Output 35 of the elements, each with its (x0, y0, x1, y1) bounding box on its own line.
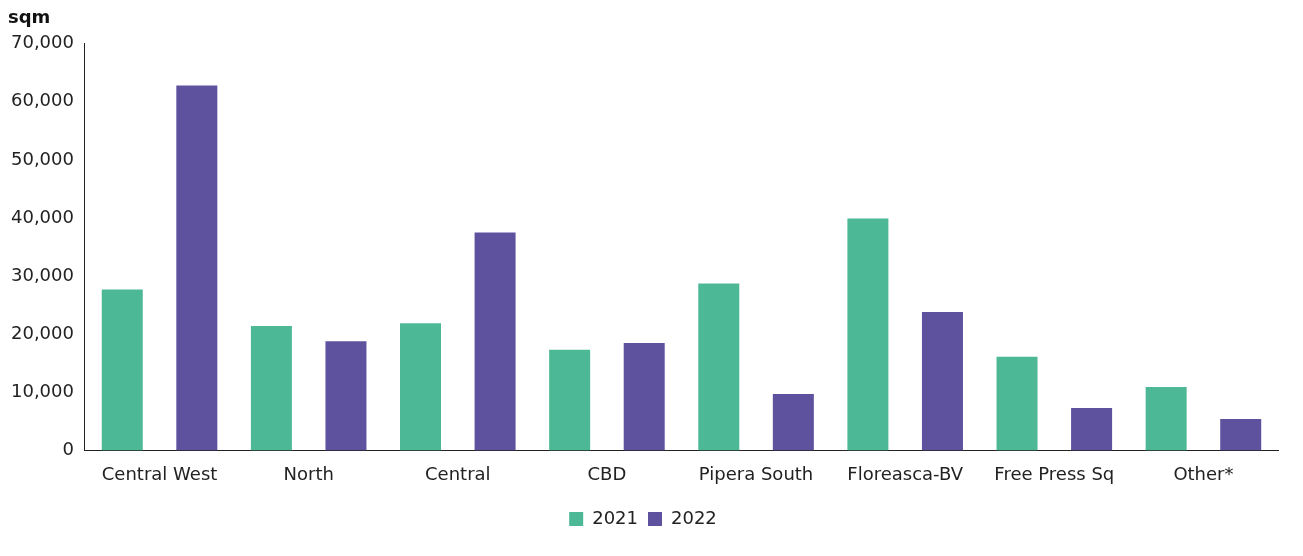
bar (474, 232, 516, 451)
y-tick-label: 30,000 (11, 263, 74, 285)
bar (1145, 387, 1187, 451)
y-tick-label: 50,000 (11, 147, 74, 169)
x-tick-label: Central West (101, 462, 218, 484)
bar (325, 341, 367, 451)
y-tick-label: 20,000 (11, 321, 74, 343)
y-tick-label: 10,000 (11, 379, 74, 401)
bar (549, 349, 591, 451)
bar (176, 85, 218, 451)
bar (996, 356, 1038, 451)
bar (847, 218, 889, 451)
bar (921, 312, 963, 451)
x-tick-label: North (283, 462, 334, 484)
bar (1071, 407, 1113, 451)
x-tick-label: Central (425, 462, 491, 484)
y-tick-label: 70,000 (11, 31, 74, 53)
y-tick-label: 60,000 (11, 89, 74, 111)
x-tick-label: Pipera South (698, 462, 814, 484)
y-tick-label: 40,000 (11, 205, 74, 227)
legend-label: 2022 (671, 506, 717, 528)
x-tick-label: Free Press Sq (994, 462, 1115, 484)
x-tick-label: Floreasca-BV (847, 462, 964, 484)
bar (698, 283, 740, 451)
bar (400, 323, 442, 451)
bar (250, 326, 292, 451)
y-axis-title: sqm (8, 6, 51, 28)
bar (772, 394, 814, 451)
legend-label: 2021 (592, 506, 638, 528)
bar (623, 342, 665, 451)
bar (101, 289, 143, 451)
y-tick-label: 0 (62, 438, 74, 460)
x-tick-label: Other* (1173, 462, 1234, 484)
bar (1220, 419, 1262, 451)
x-tick-label: CBD (587, 462, 627, 484)
